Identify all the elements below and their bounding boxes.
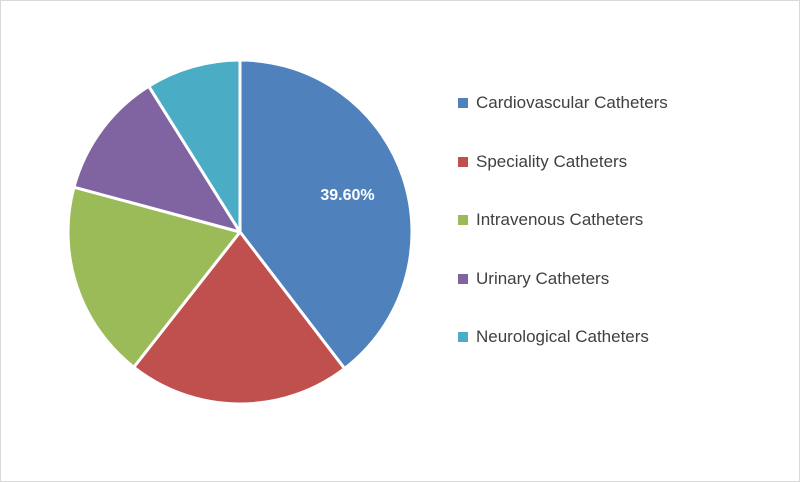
legend-label: Neurological Catheters: [476, 327, 649, 346]
chart-legend: Cardiovascular Catheters Speciality Cath…: [458, 88, 778, 381]
data-label-cardiovascular-catheters: 39.60%: [320, 187, 374, 204]
legend-item-urinary: Urinary Catheters: [458, 264, 778, 294]
legend-item-neurological: Neurological Catheters: [458, 322, 778, 352]
legend-swatch: [458, 332, 468, 342]
pie-slice-neurological-catheters: [147, 58, 242, 234]
legend-label: Urinary Catheters: [476, 268, 610, 288]
legend-item-cardiovascular: Cardiovascular Catheters: [458, 88, 778, 118]
legend-swatch: [458, 156, 468, 167]
pie-slice-speciality-catheters: [132, 230, 347, 406]
pie-slice-cardiovascular-catheters: [238, 58, 414, 371]
legend-label: Cardiovascular Catheters: [476, 93, 668, 112]
legend-label: Speciality Catheters: [476, 151, 628, 171]
legend-item-speciality: Speciality Catheters: [458, 147, 778, 177]
legend-swatch: [458, 98, 468, 108]
legend-item-intravenous: Intravenous Catheters: [458, 205, 778, 235]
pie-slice-intravenous-catheters: [66, 185, 242, 369]
legend-swatch: [458, 273, 468, 284]
pie-slice-urinary-catheters: [72, 84, 242, 234]
legend-label: Intravenous Catheters: [476, 210, 644, 229]
pie-slices: [66, 58, 414, 406]
pie-slice-labels: 39.60%: [320, 187, 374, 204]
legend-swatch: [458, 215, 468, 225]
